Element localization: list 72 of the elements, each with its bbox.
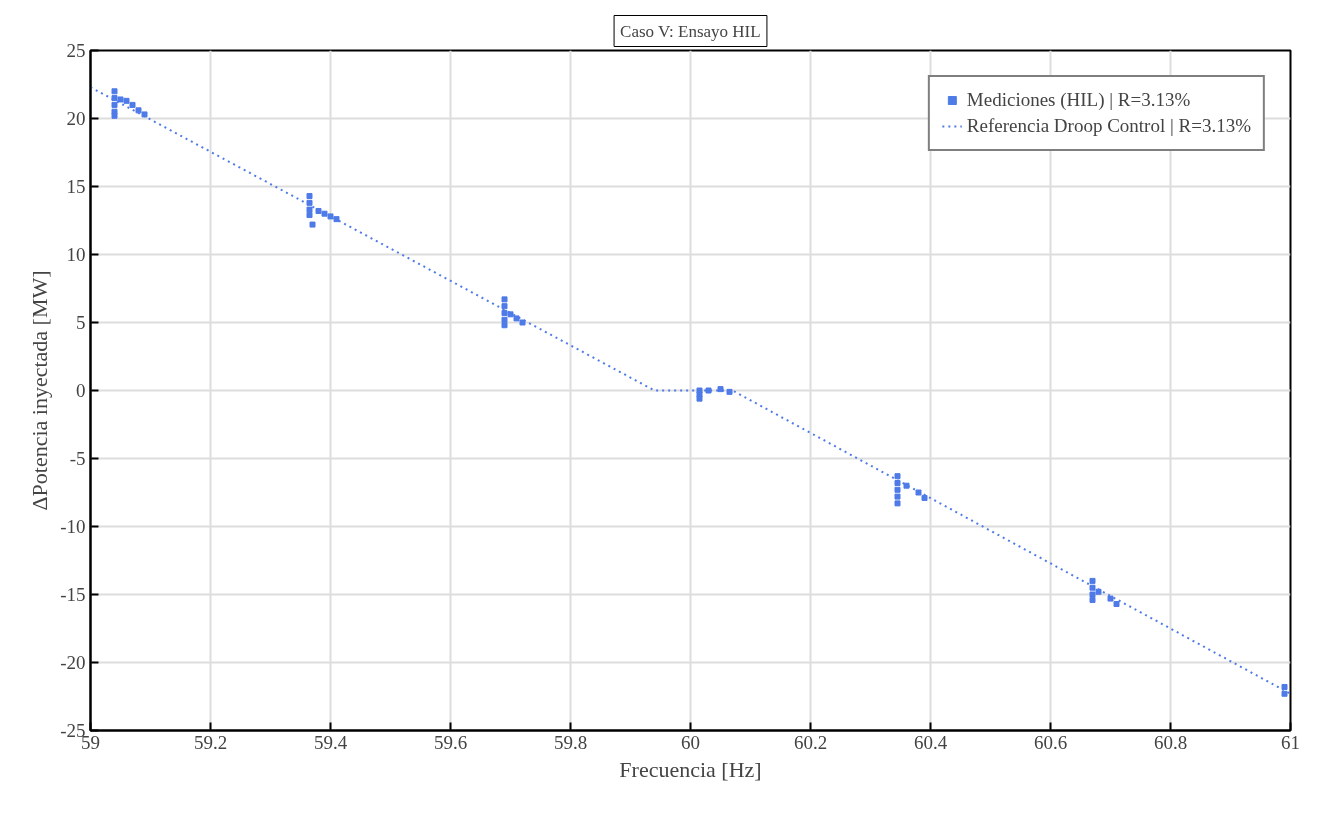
y-tick-label: 0: [76, 380, 86, 401]
x-tick-label: 60.6: [1033, 731, 1068, 753]
point: [915, 489, 922, 496]
y-tick-label: -5: [69, 448, 86, 469]
point: [141, 111, 148, 118]
point: [111, 101, 118, 108]
y-tick-label: -15: [60, 584, 86, 605]
point: [519, 319, 526, 326]
point: [513, 315, 520, 322]
y-tick-label: -20: [60, 652, 86, 673]
point: [1089, 577, 1096, 584]
point: [306, 206, 313, 213]
point: [111, 112, 118, 119]
x-tick-label: 59.6: [433, 731, 468, 753]
point: [501, 309, 508, 316]
point: [129, 101, 136, 108]
point: [117, 96, 124, 103]
point: [327, 213, 334, 220]
point: [903, 482, 910, 489]
point: [1089, 584, 1096, 591]
point: [501, 296, 508, 303]
point: [894, 500, 901, 507]
point: [501, 303, 508, 310]
point: [894, 473, 901, 480]
y-tick-label: -10: [60, 516, 86, 537]
chart-title: Caso V: Ensayo HIL: [620, 21, 761, 41]
point: [309, 221, 316, 228]
point: [894, 493, 901, 500]
point: [306, 199, 313, 206]
point: [705, 387, 712, 394]
x-tick-label: 61: [1281, 731, 1300, 753]
x-tick-label: 60.4: [913, 731, 948, 753]
x-tick-label: 59.8: [553, 731, 588, 753]
point: [111, 95, 118, 102]
point: [1107, 595, 1114, 602]
point: [1095, 588, 1102, 595]
point: [1089, 596, 1096, 603]
legend-label: Mediciones (HIL) | R=3.13%: [966, 89, 1191, 111]
x-axis-title: Frecuencia [Hz]: [619, 756, 762, 782]
x-tick-label: 59.4: [313, 731, 348, 753]
point: [1113, 601, 1120, 608]
point: [726, 388, 733, 395]
point: [507, 311, 514, 318]
y-axis-title: ΔPotencia inyectada [MW]: [27, 270, 53, 511]
x-tick-label: 59.2: [193, 731, 228, 753]
x-tick-label: 60.2: [793, 731, 828, 753]
point: [1089, 591, 1096, 598]
y-tick-label: 20: [66, 108, 86, 129]
point: [717, 386, 724, 393]
point: [894, 486, 901, 493]
point: [135, 107, 142, 114]
point: [306, 212, 313, 219]
point: [894, 479, 901, 486]
legend-label: Referencia Droop Control | R=3.13%: [966, 115, 1251, 137]
x-tick-label: 60.8: [1153, 731, 1188, 753]
x-tick-label: 60: [681, 731, 700, 753]
y-tick-label: 5: [76, 312, 86, 333]
y-tick-label: 10: [66, 244, 86, 265]
point: [333, 216, 340, 223]
y-tick-label: 25: [66, 40, 86, 61]
point: [321, 210, 328, 217]
point: [1281, 683, 1288, 690]
point: [111, 88, 118, 95]
point: [306, 193, 313, 200]
point: [315, 207, 322, 214]
point: [1281, 690, 1288, 697]
point: [501, 316, 508, 323]
point: [123, 97, 130, 104]
point: [501, 322, 508, 329]
y-tick-label: 15: [66, 176, 86, 197]
point: [696, 395, 703, 402]
point: [921, 494, 928, 501]
